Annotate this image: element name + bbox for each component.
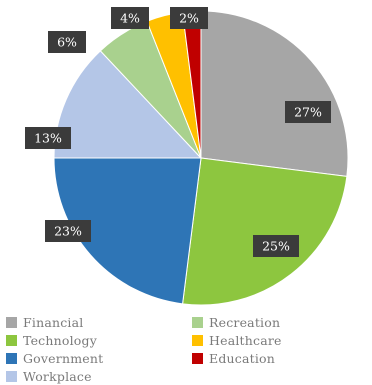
legend-label: Workplace xyxy=(23,368,92,384)
data-label-technology: 25% xyxy=(253,235,299,257)
data-label-box xyxy=(170,7,208,29)
legend-item-technology: Technology xyxy=(6,331,97,349)
data-label-workplace: 13% xyxy=(25,127,71,149)
pie-slice-technology xyxy=(182,157,348,306)
legend-swatch xyxy=(6,352,17,364)
legend-swatch xyxy=(192,334,203,346)
legend-label: Healthcare xyxy=(209,332,282,348)
legend: Financial Technology Government Workplace Re… xyxy=(6,310,372,385)
data-label-recreation: 6% xyxy=(48,31,86,53)
legend-label: Technology xyxy=(23,332,97,348)
legend-item-education: Education xyxy=(192,349,275,367)
legend-item-financial: Financial xyxy=(6,313,83,331)
legend-label: Recreation xyxy=(209,314,281,330)
legend-swatch xyxy=(192,352,203,364)
data-label-text: 13% xyxy=(34,131,62,146)
data-label-box xyxy=(45,220,91,242)
pie-slice-workplace xyxy=(53,50,203,159)
data-label-box xyxy=(25,127,71,149)
data-label-text: 2% xyxy=(179,11,199,26)
legend-swatch xyxy=(6,316,17,328)
legend-label: Government xyxy=(23,350,104,366)
data-label-box xyxy=(111,7,149,29)
data-labels: 27% 25% 23% 13% 6% 4% 2% xyxy=(25,7,331,257)
pie-slice-government xyxy=(53,157,202,305)
legend-label: Financial xyxy=(23,314,84,330)
pie-slice-financial xyxy=(200,10,349,177)
legend-item-healthcare: Healthcare xyxy=(192,331,282,349)
pie-chart: 27% 25% 23% 13% 6% 4% 2% xyxy=(25,7,349,306)
pie-slices xyxy=(53,10,349,306)
data-label-box xyxy=(48,31,86,53)
data-label-box xyxy=(285,101,331,123)
data-label-text: 23% xyxy=(54,224,82,239)
data-label-financial: 27% xyxy=(285,101,331,123)
legend-label: Education xyxy=(209,350,276,366)
data-label-government: 23% xyxy=(45,220,91,242)
legend-swatch xyxy=(6,370,17,382)
legend-item-government: Government xyxy=(6,349,103,367)
legend-swatch xyxy=(192,316,203,328)
data-label-text: 6% xyxy=(57,35,77,50)
data-label-text: 25% xyxy=(262,239,290,254)
data-label-text: 27% xyxy=(294,105,322,120)
data-label-education: 2% xyxy=(170,7,208,29)
data-label-text: 4% xyxy=(120,11,140,26)
data-label-box xyxy=(253,235,299,257)
legend-swatch xyxy=(6,334,17,346)
legend-item-recreation: Recreation xyxy=(192,313,280,331)
data-label-healthcare: 4% xyxy=(111,7,149,29)
legend-item-workplace: Workplace xyxy=(6,367,92,385)
